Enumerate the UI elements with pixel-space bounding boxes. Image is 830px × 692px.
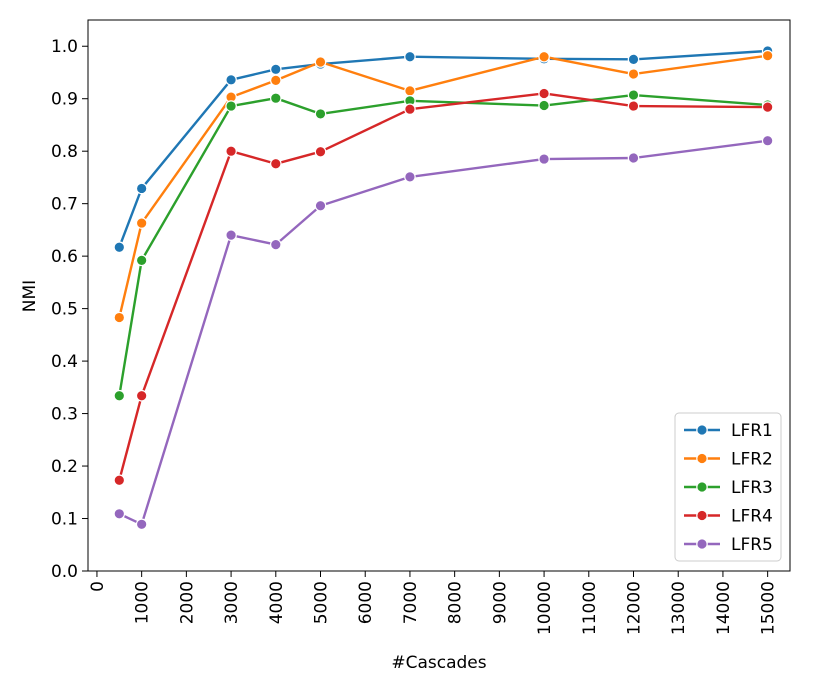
plot-area-frame <box>87 19 791 572</box>
data-point-lfr2 <box>538 50 550 63</box>
data-point-lfr4 <box>225 145 237 157</box>
legend-marker-lfr3 <box>696 481 708 493</box>
data-point-lfr3 <box>113 389 126 402</box>
data-point-lfr4 <box>113 474 126 487</box>
x-tick-label: 11000 <box>580 581 600 635</box>
x-tick-label: 4000 <box>267 581 287 624</box>
data-point-lfr3 <box>314 108 327 120</box>
x-axis-title: #Cascades <box>391 653 486 673</box>
legend-label-lfr5: LFR5 <box>731 535 773 555</box>
data-point-lfr5 <box>135 518 148 531</box>
data-point-lfr1 <box>404 50 416 63</box>
y-tick-label: 0.7 <box>51 195 78 215</box>
x-tick-label: 1000 <box>133 581 153 624</box>
y-tick-label: 0.2 <box>51 457 78 477</box>
data-point-lfr4 <box>269 157 282 170</box>
y-tick-label: 0.8 <box>51 142 78 162</box>
x-tick-label: 9000 <box>490 581 510 624</box>
x-tick-label: 7000 <box>401 581 421 624</box>
y-tick-label: 0.4 <box>51 352 78 372</box>
legend-marker-lfr1 <box>696 424 708 436</box>
x-tick-label: 13000 <box>669 581 689 635</box>
data-point-lfr2 <box>135 217 148 229</box>
x-tick-label: 0 <box>88 581 108 592</box>
data-point-lfr5 <box>269 238 282 251</box>
data-point-lfr3 <box>225 100 237 112</box>
data-point-lfr1 <box>135 182 148 195</box>
data-point-lfr1 <box>225 74 237 86</box>
y-axis-ticks: 0.0 0.1 0.2 0.3 0.4 0.5 0.6 0.7 0.8 0.9 1.0 <box>51 37 88 582</box>
data-point-lfr5 <box>404 171 416 183</box>
y-tick-label: 0.0 <box>51 562 78 582</box>
y-axis-title: NMI <box>20 280 40 312</box>
x-axis-ticks: 0 1000 2000 3000 4000 5000 6000 7000 8000 9000 100… <box>88 571 779 635</box>
data-point-lfr4 <box>538 87 550 100</box>
series-layer <box>113 45 774 531</box>
x-tick-label: 10000 <box>535 581 555 635</box>
data-point-lfr4 <box>404 103 416 116</box>
x-tick-label: 15000 <box>759 581 779 635</box>
y-tick-label: 0.1 <box>51 510 78 530</box>
data-point-lfr5 <box>225 229 237 241</box>
x-tick-label: 12000 <box>625 581 645 635</box>
data-point-lfr2 <box>269 74 282 87</box>
y-tick-label: 0.9 <box>51 90 78 110</box>
x-tick-label: 3000 <box>222 581 242 624</box>
legend-marker-lfr5 <box>696 538 708 550</box>
data-point-lfr1 <box>627 53 640 66</box>
data-point-lfr1 <box>113 241 126 254</box>
data-point-lfr3 <box>538 99 550 112</box>
x-tick-label: 2000 <box>177 581 197 624</box>
data-point-lfr2 <box>627 68 640 80</box>
data-point-lfr5 <box>627 152 640 164</box>
legend-box <box>674 412 782 562</box>
y-tick-label: 0.3 <box>51 405 78 425</box>
legend-marker-lfr4 <box>696 509 708 522</box>
x-tick-label: 6000 <box>356 581 376 624</box>
data-point-lfr4 <box>135 389 148 402</box>
data-point-lfr5 <box>113 508 126 520</box>
data-point-lfr3 <box>135 254 148 267</box>
data-point-lfr2 <box>314 56 327 68</box>
data-point-lfr2 <box>761 49 774 62</box>
data-point-lfr5 <box>761 134 774 147</box>
data-point-lfr2 <box>113 311 126 324</box>
y-tick-label: 0.5 <box>51 300 78 320</box>
legend-marker-lfr2 <box>696 452 708 465</box>
data-point-lfr1 <box>269 63 282 76</box>
data-point-lfr2 <box>404 85 416 97</box>
legend: LFR1 LFR2 LFR3 LFR4 LFR5 <box>674 412 782 562</box>
x-tick-label: 8000 <box>446 581 466 624</box>
data-point-lfr4 <box>627 100 640 112</box>
data-point-lfr4 <box>761 101 774 113</box>
data-point-lfr3 <box>269 92 282 104</box>
data-point-lfr3 <box>627 89 640 101</box>
y-tick-label: 0.6 <box>51 247 78 267</box>
data-point-lfr5 <box>314 199 327 212</box>
legend-label-lfr3: LFR3 <box>731 478 773 498</box>
data-point-lfr4 <box>314 145 327 158</box>
legend-label-lfr2: LFR2 <box>731 450 773 470</box>
legend-label-lfr1: LFR1 <box>731 421 773 441</box>
data-point-lfr5 <box>538 153 550 165</box>
legend-label-lfr4: LFR4 <box>731 507 773 527</box>
y-tick-label: 1.0 <box>51 37 78 57</box>
x-tick-label: 14000 <box>714 581 734 635</box>
x-tick-label: 5000 <box>312 581 332 624</box>
